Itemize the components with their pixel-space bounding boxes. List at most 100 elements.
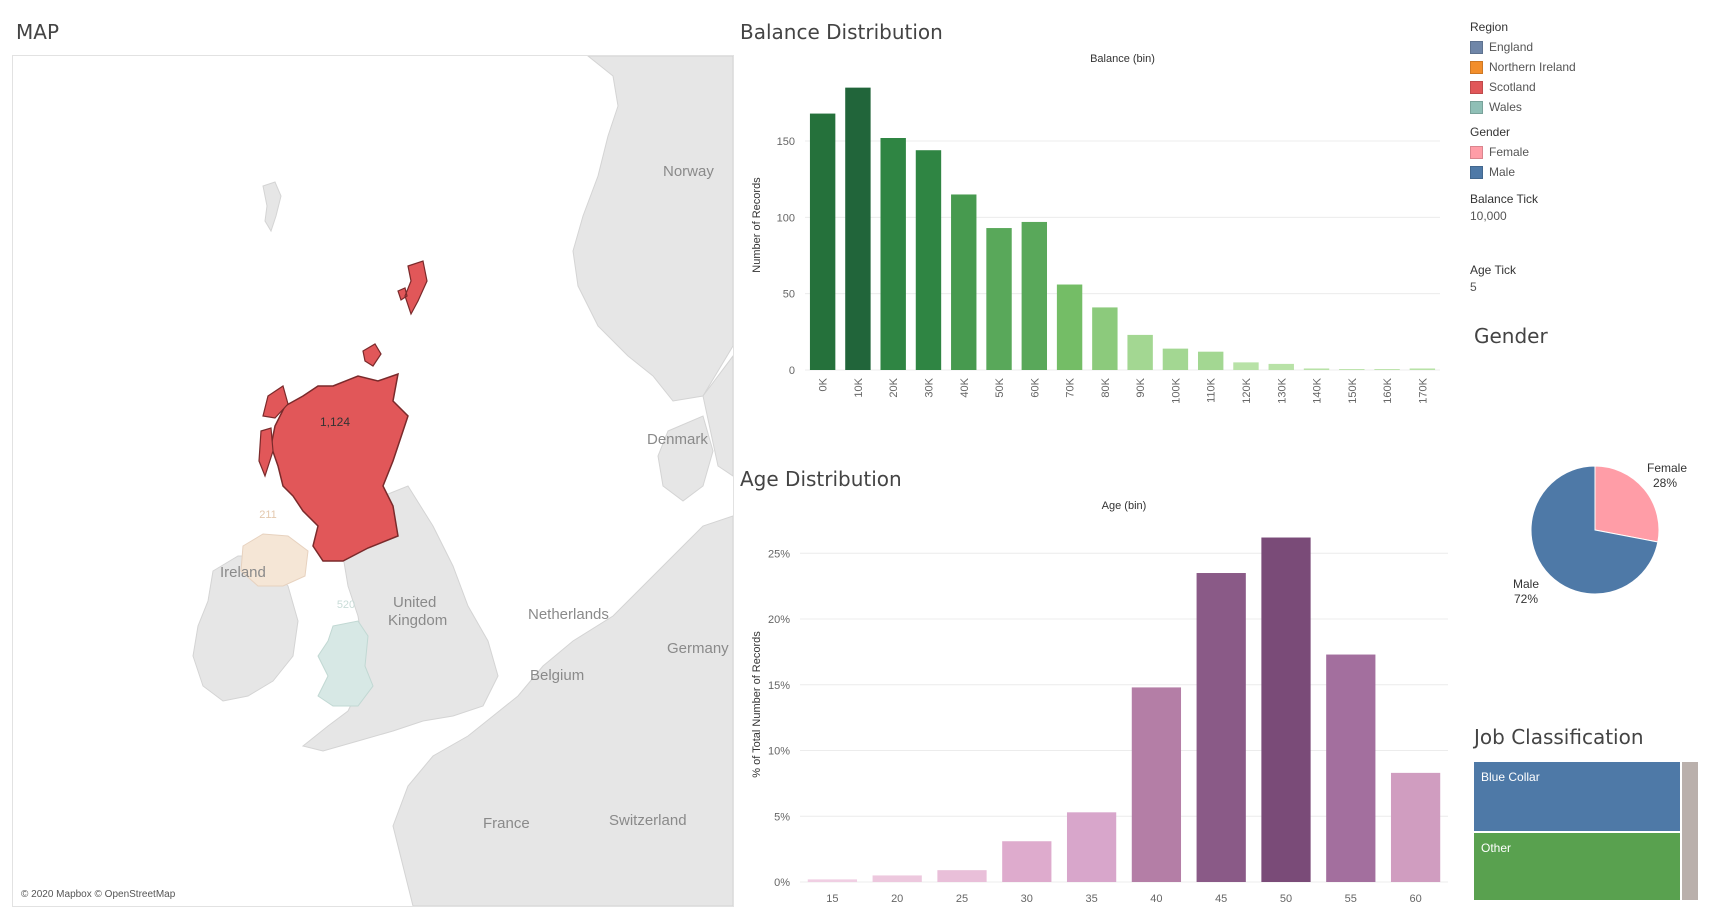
pie-slice-female[interactable] [1594, 465, 1660, 543]
region-legend-label: Scotland [1489, 80, 1536, 94]
gender-legend-item[interactable]: Female [1470, 142, 1700, 162]
age-chart-bar[interactable] [1326, 654, 1376, 882]
balance-chart-bar[interactable] [1374, 369, 1400, 370]
balance-chart-bar[interactable] [1127, 334, 1153, 370]
balance-chart-xtick-label: 150K [1347, 377, 1359, 403]
pie-label-female-name: Female [1647, 461, 1687, 475]
map-view[interactable]: 1,124 211 520 Norway Denmark Ireland Uni… [12, 55, 734, 907]
age-chart-bar[interactable] [1002, 841, 1052, 882]
region-legend-swatch [1470, 80, 1483, 94]
balance-chart-xtick-label: 70K [1065, 377, 1077, 397]
balance-chart-bar[interactable] [951, 194, 977, 370]
region-legend-item[interactable]: Northern Ireland [1470, 57, 1700, 77]
region-legend-item[interactable]: England [1470, 37, 1700, 57]
balance-chart-xtick-label: 50K [994, 377, 1006, 397]
age-chart[interactable]: Age (bin) 0% 5% 10% 15% 20% 25% % of Total Numb… [740, 495, 1460, 904]
balance-chart-ytick-label: 50 [783, 289, 795, 301]
region-legend-item[interactable]: Scotland [1470, 77, 1700, 97]
map-title: MAP [16, 20, 59, 44]
place-label-norway: Norway [663, 163, 714, 180]
age-chart-header: Age (bin) [1102, 500, 1147, 512]
age-chart-bar[interactable] [872, 875, 922, 882]
age-chart-bar[interactable] [1131, 687, 1182, 882]
job-treemap[interactable]: Blue Collar Other [1474, 762, 1698, 900]
northern-ireland-region [240, 533, 309, 587]
balance-chart-xtick-label: 100K [1170, 377, 1182, 403]
place-label-belgium: Belgium [530, 667, 584, 684]
balance-chart-bar[interactable] [1409, 368, 1436, 370]
balance-chart-xtick-label: 40K [959, 377, 971, 397]
wales-region [317, 620, 374, 707]
age-chart-bar[interactable] [937, 870, 987, 882]
balance-chart-bar[interactable] [1197, 351, 1224, 370]
denmark-land [657, 415, 714, 502]
scotland-region [270, 372, 409, 562]
region-legend-swatch [1470, 40, 1483, 54]
balance-tick-value[interactable]: 10,000 [1470, 209, 1507, 223]
balance-chart-xtick-label: 140K [1312, 377, 1324, 403]
balance-chart-bar[interactable] [1303, 368, 1330, 370]
place-label-ireland: Ireland [220, 564, 266, 581]
place-label-france: France [483, 815, 530, 832]
age-chart-xtick-label: 15 [826, 893, 838, 904]
balance-chart-bar[interactable] [1056, 284, 1083, 370]
age-title: Age Distribution [740, 467, 902, 491]
pie-slice-male[interactable] [1530, 465, 1659, 595]
balance-chart-bar[interactable] [1021, 221, 1048, 370]
balance-chart-header: Balance (bin) [1090, 53, 1155, 65]
gender-legend-item[interactable]: Male [1470, 162, 1700, 182]
age-chart-ytick-label: 0% [774, 877, 790, 889]
balance-chart-xtick-label: 90K [1135, 377, 1147, 397]
map-attribution[interactable]: © 2020 Mapbox © OpenStreetMap [21, 889, 176, 900]
job-title: Job Classification [1474, 725, 1644, 749]
pie-label-male-pct: 72% [1514, 592, 1538, 606]
balance-chart-bar[interactable] [809, 113, 836, 370]
balance-chart-bar[interactable] [915, 150, 942, 370]
balance-title: Balance Distribution [740, 20, 943, 44]
place-label-netherlands: Netherlands [528, 606, 609, 623]
treemap-blue-collar[interactable]: Blue Collar [1474, 762, 1680, 831]
age-chart-bar[interactable] [1261, 537, 1311, 882]
age-tick-value[interactable]: 5 [1470, 280, 1477, 294]
balance-chart-bar[interactable] [880, 138, 906, 370]
balance-chart-bar[interactable] [1233, 362, 1259, 370]
balance-chart-bar[interactable] [1162, 348, 1189, 370]
pie-label-male-name: Male [1513, 577, 1539, 591]
place-label-germany: Germany [667, 640, 729, 657]
region-legend-swatch [1470, 100, 1483, 114]
balance-chart-xtick-label: 170K [1417, 377, 1429, 403]
age-chart-xtick-label: 50 [1280, 893, 1292, 904]
age-chart-xtick-label: 45 [1215, 893, 1227, 904]
balance-chart-bar[interactable] [1092, 307, 1118, 370]
balance-chart-bar[interactable] [1268, 363, 1294, 370]
treemap-other[interactable]: Other [1474, 833, 1680, 900]
balance-chart-xtick-label: 120K [1241, 377, 1253, 403]
norway-land [572, 56, 733, 402]
balance-chart[interactable]: Balance (bin) 0 50 100 150 Number of Records 0… [740, 48, 1460, 450]
age-chart-bar[interactable] [1390, 772, 1441, 882]
gender-legend-label: Female [1489, 145, 1530, 159]
balance-chart-xtick-label: 0K [818, 377, 830, 391]
age-chart-xtick-label: 20 [891, 893, 903, 904]
gender-title: Gender [1474, 324, 1548, 348]
balance-chart-xtick-label: 60K [1029, 377, 1041, 397]
balance-chart-bar[interactable] [845, 87, 871, 370]
age-chart-ytick-label: 10% [768, 746, 790, 758]
balance-chart-bar[interactable] [1339, 369, 1365, 370]
balance-chart-bar[interactable] [986, 228, 1012, 370]
sweden-land [702, 355, 733, 477]
age-chart-xtick-label: 40 [1150, 893, 1162, 904]
treemap-other-label: Other [1481, 841, 1512, 855]
age-chart-bar[interactable] [1066, 812, 1117, 882]
map-canvas[interactable]: 1,124 211 520 Norway Denmark Ireland Uni… [13, 56, 733, 906]
region-legend-item[interactable]: Wales [1470, 97, 1700, 117]
age-chart-bar[interactable] [807, 879, 858, 882]
balance-chart-ytick-label: 150 [777, 136, 795, 148]
balance-chart-ytick-label: 0 [789, 365, 795, 377]
treemap-misc[interactable] [1682, 762, 1698, 900]
scotland-value-label: 1,124 [320, 415, 350, 429]
age-chart-bar[interactable] [1196, 573, 1246, 882]
balance-chart-xtick-label: 20K [888, 377, 900, 397]
region-legend-title: Region [1470, 20, 1509, 34]
